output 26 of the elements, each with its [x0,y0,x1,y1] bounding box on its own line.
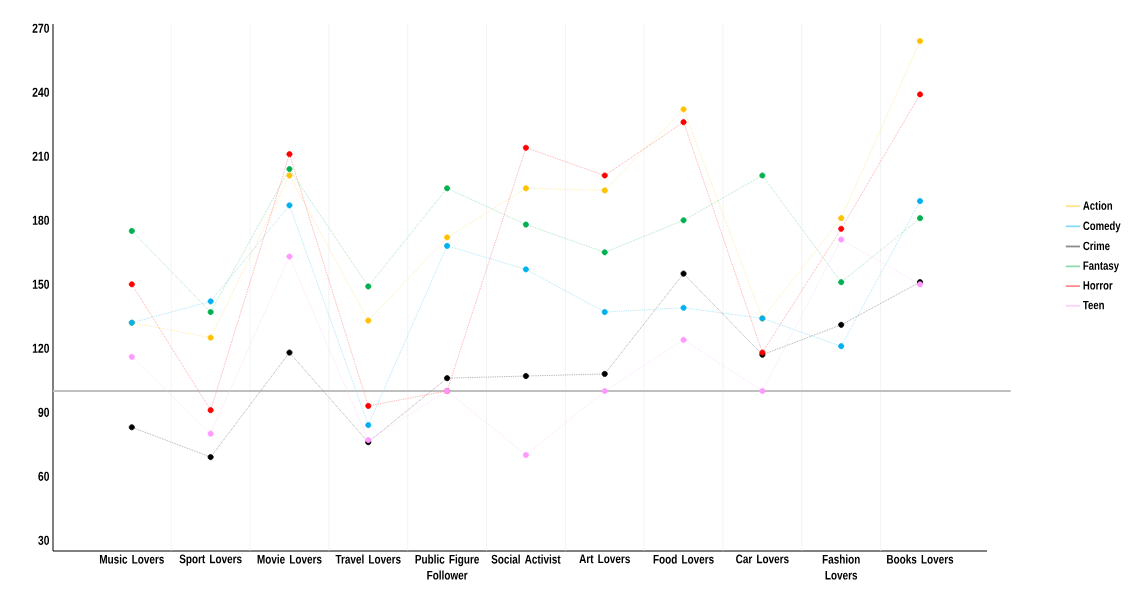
x-tick-label: Social Activist [491,554,561,564]
x-tick-label: Music Lovers [99,554,164,564]
x-tick-label: Movie Lovers [257,554,322,564]
legend-label: Horror [1083,281,1113,290]
y-tick-label: 150 [32,279,50,289]
y-tick-label: 210 [32,151,50,161]
x-tick-label: Books Lovers [887,554,954,564]
legend-label: Teen [1082,300,1104,310]
x-tick-label: Sport Lovers [179,554,242,566]
x-tick-label: Travel Lovers [335,554,401,564]
legend-label: Crime [1083,241,1110,251]
x-tick-label: Fashion Lovers [822,554,860,580]
x-tick-label: Food Lovers [653,554,714,564]
legend-label: Comedy [1083,221,1121,233]
y-tick-label: 30 [38,535,50,545]
x-tick-label: Car Lovers [736,554,789,564]
y-tick-label: 240 [32,87,50,97]
y-tick-label: 180 [32,215,50,225]
y-tick-label: 120 [32,343,50,353]
legend-label: Fantasy [1083,261,1119,273]
x-tick-label: Public Figure Follower [415,554,480,580]
x-tick-label: Art Lovers [579,554,630,564]
y-tick-label: 270 [32,23,50,33]
y-tick-label: 60 [38,471,50,481]
legend-label: Action [1083,201,1113,210]
y-tick-label: 90 [38,407,50,417]
